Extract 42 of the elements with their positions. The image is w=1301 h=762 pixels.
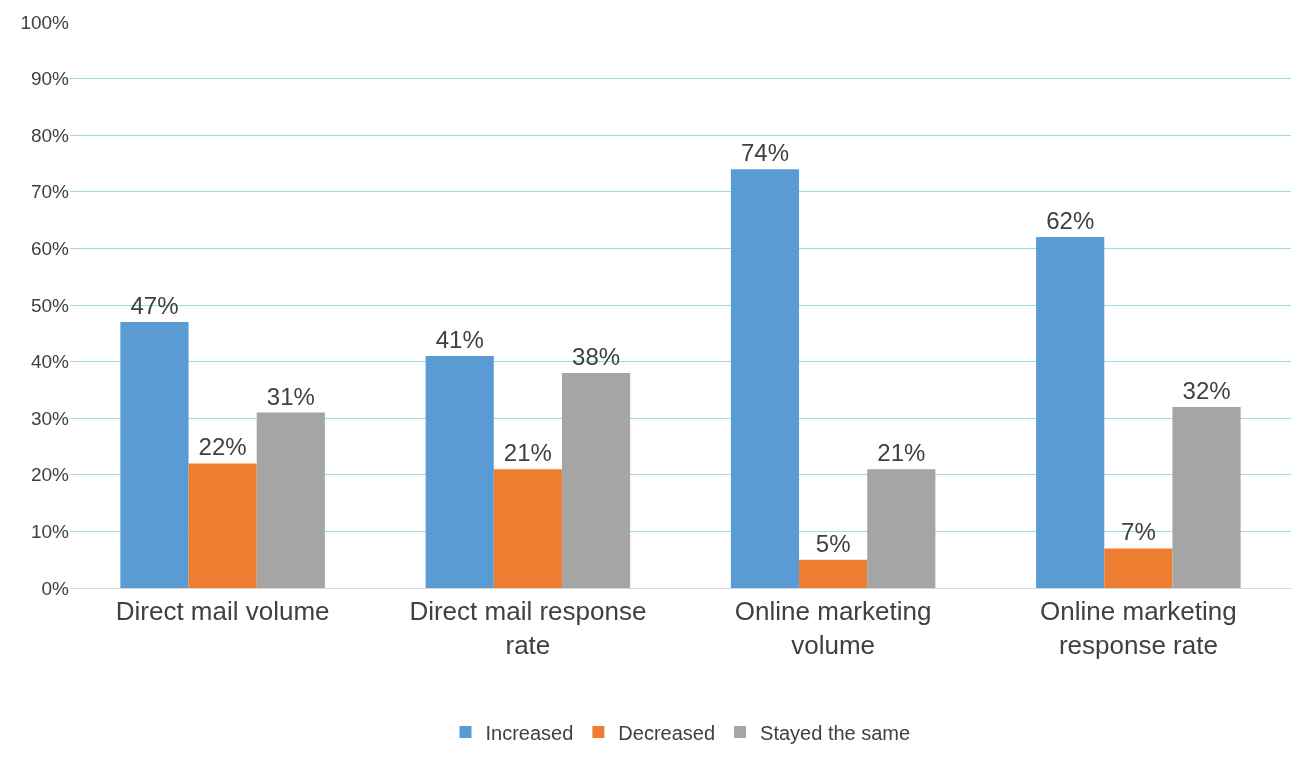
data-label: 21% [877,439,926,467]
legend-label: Stayed the same [760,721,911,744]
bar [867,469,936,588]
data-label: 62% [1046,207,1095,235]
y-tick-label: 100% [20,11,70,33]
bar [425,355,494,588]
bar [799,559,868,588]
y-tick-label: 60% [30,238,70,260]
bar [256,412,325,588]
bar [561,372,631,588]
bar [188,463,257,588]
data-label: 5% [815,529,851,557]
x-tick-label: Direct mail volume [115,596,330,627]
x-tick-label: Online marketing volume [734,596,932,660]
data-label: 32% [1182,376,1231,404]
x-tick-label: Online marketing response rate [1040,596,1237,660]
y-tick-label: 80% [30,124,70,146]
y-tick-label: 0% [41,577,70,599]
data-label: 38% [572,342,621,370]
y-tick-label: 50% [30,294,70,316]
bar [1172,406,1241,588]
x-tick-label: Direct mail response rate [409,596,647,660]
data-label: 21% [503,439,552,467]
bar [730,169,800,588]
bar [493,469,562,588]
bar [1036,237,1105,588]
bar [1104,548,1173,588]
y-tick-label: 40% [30,351,70,373]
y-tick-label: 20% [30,464,70,486]
legend-label: Increased [485,721,574,744]
legend-label: Decreased [618,721,716,744]
y-tick-label: 90% [30,68,70,90]
y-tick-label: 10% [30,521,70,543]
bar [120,321,189,588]
data-label: 47% [130,291,179,319]
data-label: 41% [435,325,484,353]
y-tick-label: 70% [30,181,70,203]
data-label: 74% [740,139,789,167]
data-label: 22% [198,433,247,461]
data-label: 31% [266,382,315,410]
y-tick-label: 30% [30,407,70,429]
data-label: 7% [1121,518,1156,546]
